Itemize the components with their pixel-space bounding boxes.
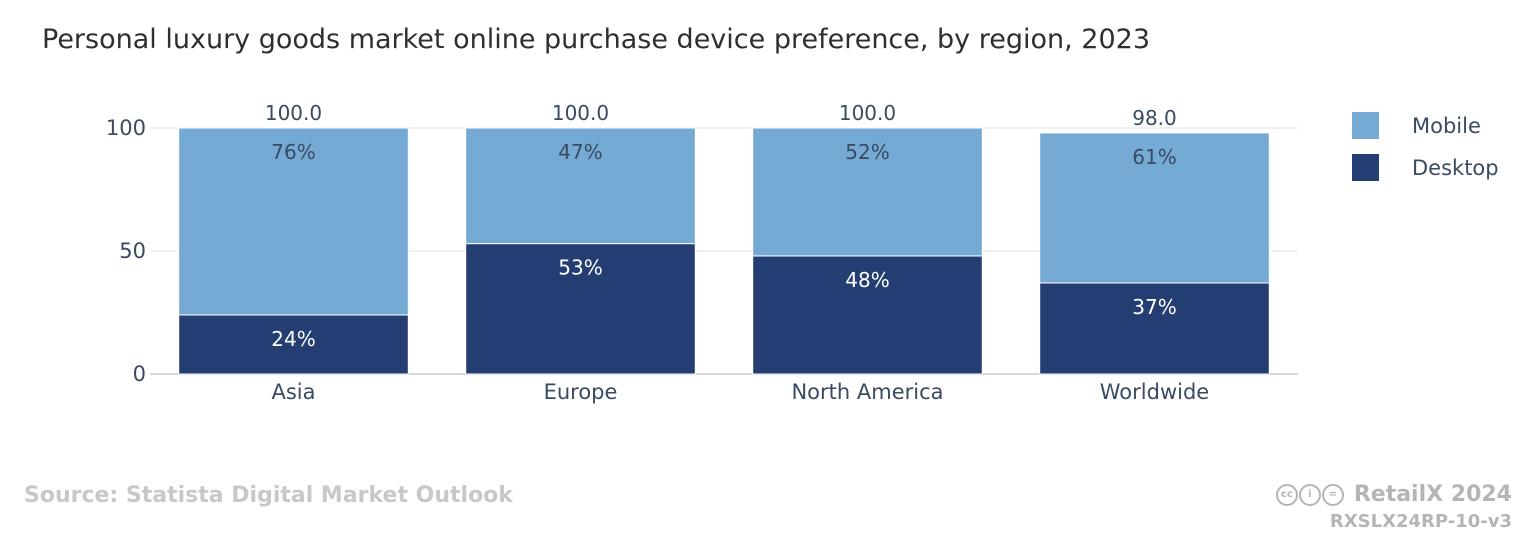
source-note: Source: Statista Digital Market Outlook	[24, 483, 513, 508]
legend: Mobile Desktop	[1352, 112, 1499, 181]
bars: 24% 76% 100.0 53% 47% 100.0 48% 52% 100.0 37% 61% 9…	[178, 101, 1270, 375]
bar-mobile	[752, 127, 983, 257]
y-tick-label: 50	[119, 239, 146, 263]
bar-desktop	[1039, 282, 1270, 375]
no-derivatives-icon: =	[1321, 483, 1344, 506]
total-label: 98.0	[1132, 106, 1177, 130]
x-tick-label: North America	[791, 380, 943, 404]
reference-code: RXSLX24RP-10-v3	[1329, 511, 1512, 532]
footer-credit: cc i = RetailX 2024 RXSLX24RP-10-v3	[1275, 482, 1512, 532]
bar-desktop	[465, 243, 696, 375]
y-tick-label: 100	[106, 116, 146, 140]
y-tick-label: 0	[133, 362, 146, 386]
cc-icon: cc	[1275, 483, 1298, 506]
attribution-icon: i	[1298, 483, 1321, 506]
bar-desktop	[178, 314, 409, 375]
data-label: 61%	[1132, 145, 1176, 169]
data-label: 47%	[558, 140, 602, 164]
chart-area: 0 50 100 24% 76% 100.0 53% 47% 100.0 48% 52% 100.0…	[106, 101, 1499, 404]
x-axis-ticks: Asia Europe North America Worldwide	[271, 380, 1209, 404]
creative-commons-icon: cc i =	[1275, 483, 1344, 506]
bar-mobile	[1039, 132, 1270, 284]
data-label: 48%	[845, 268, 889, 292]
bar-desktop	[752, 255, 983, 375]
total-label: 100.0	[839, 101, 896, 125]
bar-mobile	[465, 127, 696, 245]
data-label: 53%	[558, 256, 602, 280]
x-tick-label: Worldwide	[1100, 380, 1209, 404]
legend-label-mobile: Mobile	[1412, 114, 1481, 138]
brand-row: cc i = RetailX 2024	[1275, 482, 1512, 507]
bar-mobile	[178, 127, 409, 316]
data-label: 76%	[271, 140, 315, 164]
data-label: 37%	[1132, 295, 1176, 319]
brand-name: RetailX 2024	[1353, 482, 1512, 507]
legend-swatch-desktop	[1352, 154, 1379, 181]
data-label: 52%	[845, 140, 889, 164]
total-label: 100.0	[552, 101, 609, 125]
x-tick-label: Europe	[544, 380, 618, 404]
y-axis-ticks: 0 50 100	[106, 116, 146, 386]
data-label: 24%	[271, 327, 315, 351]
legend-label-desktop: Desktop	[1412, 156, 1499, 180]
total-label: 100.0	[265, 101, 322, 125]
chart-title: Personal luxury goods market online purc…	[42, 24, 1151, 55]
x-tick-label: Asia	[271, 380, 315, 404]
legend-swatch-mobile	[1352, 112, 1379, 139]
